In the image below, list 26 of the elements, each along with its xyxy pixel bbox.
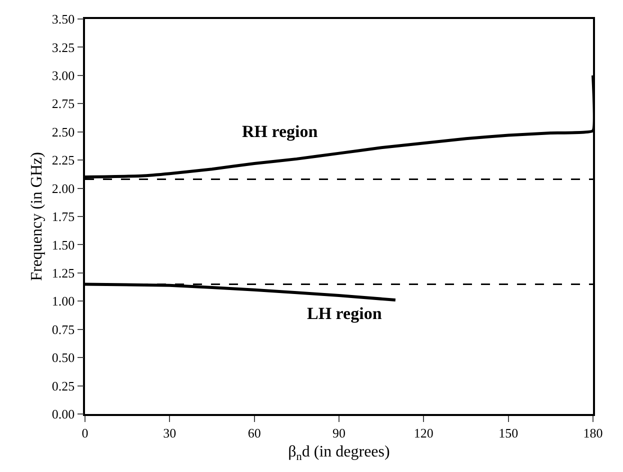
x-tick-label: 180 <box>583 425 603 440</box>
y-tick-label: 3.00 <box>52 68 75 83</box>
x-tick-label: 120 <box>414 425 434 440</box>
annotation: LH region <box>307 304 382 323</box>
x-tick-label: 150 <box>498 425 518 440</box>
y-tick-label: 3.25 <box>52 40 75 55</box>
y-tick-label: 1.25 <box>52 265 75 280</box>
y-tick-label: 2.75 <box>52 96 75 112</box>
y-tick-label: 0.25 <box>52 378 75 394</box>
x-tick-label: 30 <box>163 425 176 440</box>
y-tick-label: 1.00 <box>52 294 75 309</box>
y-tick-label: 2.00 <box>52 180 75 196</box>
x-tick-label: 0 <box>82 425 88 440</box>
y-tick-label: 3.50 <box>52 12 75 27</box>
x-axis-title: β$_{n}$d (in degrees) <box>288 444 390 463</box>
y-tick-label: 0.50 <box>52 350 75 366</box>
y-tick-label: 0.00 <box>52 406 75 422</box>
annotation: RH region <box>242 122 318 141</box>
x-tick-label: 90 <box>332 425 346 440</box>
y-axis-title: Frequency (in GHz) <box>28 152 46 281</box>
y-tick-label: 2.25 <box>52 152 75 168</box>
y-tick-label: 2.50 <box>52 124 75 140</box>
x-tick-label: 60 <box>248 425 261 440</box>
y-tick-label: 0.75 <box>52 322 75 337</box>
y-tick-label: 1.75 <box>52 209 75 224</box>
y-tick-label: 1.50 <box>52 237 75 252</box>
